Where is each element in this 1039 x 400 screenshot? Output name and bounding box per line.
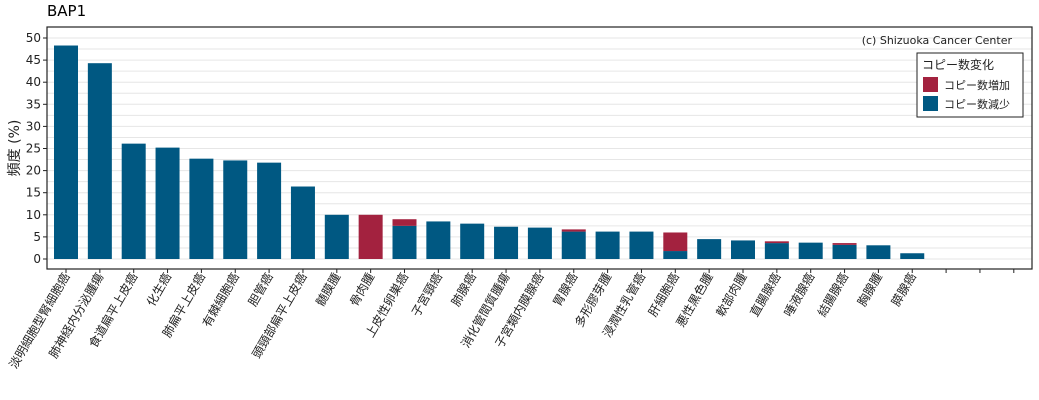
y-tick-label: 40 [26,75,41,89]
bar-loss [257,162,282,259]
bar-loss [764,243,789,259]
bar-loss [595,231,620,259]
bar-loss [832,244,857,259]
bar-loss [494,226,519,259]
x-tick-label: 肺腺癌 [448,270,479,309]
x-tick-label: 胸腺腫 [854,270,885,309]
bars [54,45,925,259]
legend: コピー数変化 コピー数増加 コピー数減少 [916,52,1024,118]
y-axis: 0 5 10 15 20 25 30 35 40 45 50 [26,31,47,266]
bar-loss [121,143,146,259]
bar-loss [798,242,823,259]
bar-loss [223,160,248,259]
x-tick-label: 淡明細胞型腎細胞癌 [6,270,73,371]
legend-swatch-loss [923,96,938,111]
x-tick-label: 化生癌 [143,270,174,309]
chart-title: BAP1 [47,2,87,20]
legend-label-loss: コピー数減少 [944,97,1010,111]
x-tick-label: 骨肉腫 [347,271,377,309]
grid-lines [47,37,1032,260]
y-tick-label: 30 [26,119,41,133]
bar-gain [561,229,586,232]
y-tick-label: 0 [33,252,41,266]
x-tick-label: 唾液腺癌 [780,270,817,319]
bar-loss [324,214,349,259]
bar-gain [392,219,417,226]
bar-gain [358,214,383,259]
bar-loss [189,158,214,259]
bar-loss [663,251,688,259]
legend-label-gain: コピー数増加 [944,79,1010,92]
bar-gain [832,243,857,245]
credit-text: (c) Shizuoka Cancer Center [862,34,1013,47]
bar-loss [731,240,755,259]
x-tick-label: 子宮頸癌 [408,270,445,319]
bar-loss [866,245,891,259]
bar-loss [54,45,78,259]
x-tick-label: 髄膜腫 [312,270,343,309]
bar-loss [900,253,925,259]
y-tick-label: 35 [26,97,41,111]
x-tick-label: 胃腺癌 [549,270,580,309]
bar-loss [290,186,315,259]
y-tick-label: 20 [26,164,41,178]
x-tick-label: 軟部肉腫 [713,270,750,319]
bar-loss [155,147,180,259]
x-tick-label: 結腸腺癌 [814,270,851,319]
bar-gain [764,241,789,244]
y-tick-label: 45 [26,53,41,67]
bar-loss [392,225,417,259]
y-tick-label: 5 [33,230,41,244]
bar-loss [460,223,485,259]
bar-loss [629,231,654,259]
x-tick-label: 膵腺癌 [888,270,919,309]
bar-loss [426,221,451,259]
x-tick-label: 肝細胞癌 [645,270,682,319]
bar-gain [663,232,688,252]
y-tick-label: 25 [26,142,41,156]
bar-loss [87,63,112,259]
legend-title: コピー数変化 [922,57,994,72]
y-axis-label: 頻度 (%) [7,120,23,177]
y-tick-label: 50 [26,31,41,45]
legend-swatch-gain [923,77,938,92]
x-tick-label: 直腸腺癌 [746,270,783,319]
y-tick-label: 10 [26,208,41,222]
x-tick-label: 胆管癌 [245,270,276,309]
bar-loss [527,227,552,259]
y-tick-label: 15 [26,186,41,200]
bar-loss [561,231,586,259]
bar-loss [697,239,722,259]
